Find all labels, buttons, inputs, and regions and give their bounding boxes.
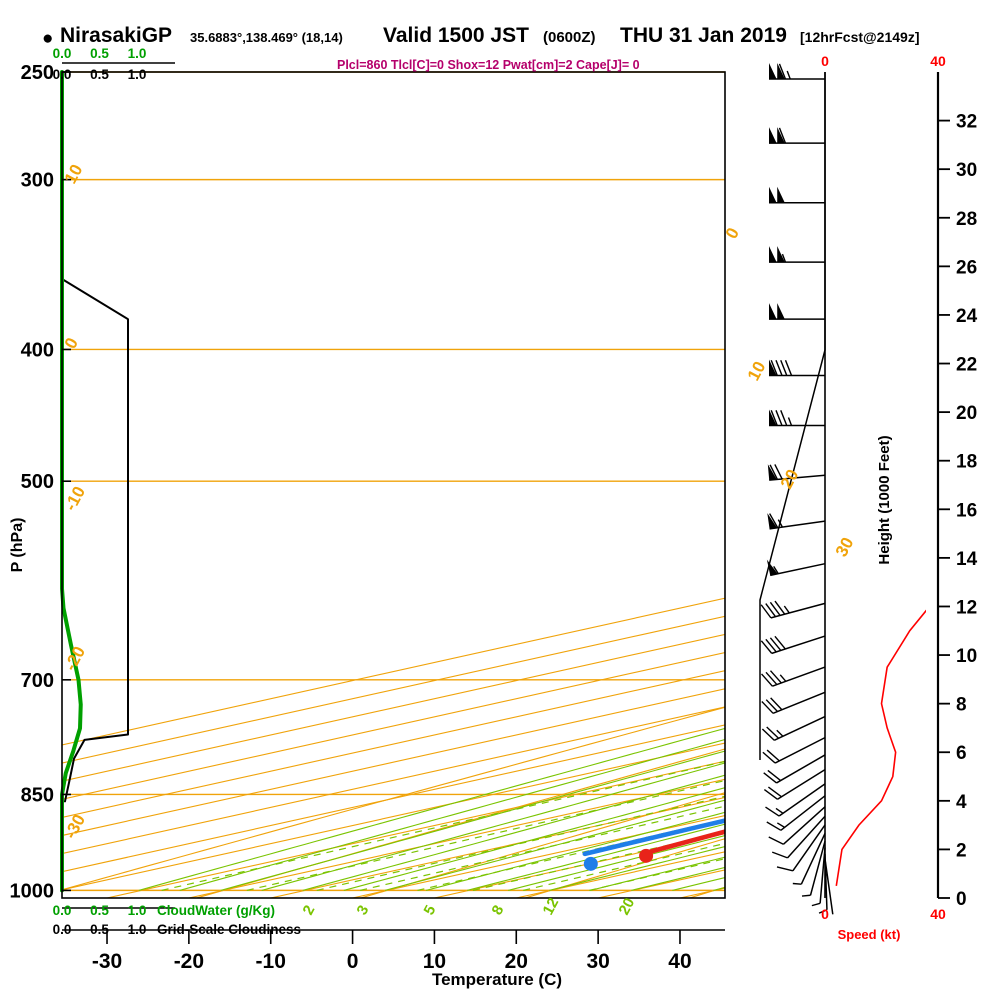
pressure-tick-label: 400 bbox=[21, 339, 54, 361]
height-tick-label: 0 bbox=[956, 889, 967, 910]
valid-time-utc: (0600Z) bbox=[543, 29, 596, 46]
mixing-ratio-label: 3 bbox=[354, 903, 373, 918]
cloudwater-tick-label: 0.0 bbox=[53, 46, 72, 61]
mixing-ratio-label: 20 bbox=[616, 895, 639, 918]
wind-barbs bbox=[760, 63, 834, 915]
speed-ticks: 0040408080120120 bbox=[821, 53, 946, 922]
cloudwater-tick-label: 0.0 bbox=[53, 903, 72, 918]
height-tick-label: 24 bbox=[956, 306, 978, 327]
temperature-tick-label: -20 bbox=[174, 950, 204, 973]
temperature-tick-label: 30 bbox=[586, 950, 609, 973]
temperature-tick-label: 0 bbox=[347, 950, 359, 973]
isotherm-label: -30 bbox=[61, 811, 89, 842]
height-tick-label: 22 bbox=[956, 355, 977, 376]
height-tick-label: 30 bbox=[956, 160, 977, 181]
height-axis-title: Height (1000 Feet) bbox=[876, 435, 893, 564]
plot-frame bbox=[61, 71, 726, 899]
cloudiness-tick-label: 0.5 bbox=[90, 67, 109, 82]
pressure-tick-label: 500 bbox=[21, 471, 54, 493]
cloudwater-tick-label: 0.5 bbox=[90, 46, 109, 61]
forecast-stamp: [12hrFcst@2149z] bbox=[800, 29, 920, 45]
speed-axis-title: Speed (kt) bbox=[838, 927, 901, 942]
speed-tick-label: 0 bbox=[821, 53, 829, 69]
speed-tick-label: 40 bbox=[930, 53, 946, 69]
mixing-ratio-lines bbox=[161, 760, 725, 891]
temperature-tick-label: 10 bbox=[423, 950, 446, 973]
height-tick-label: 8 bbox=[956, 695, 967, 716]
cloudiness-tick-label: 0.0 bbox=[53, 67, 72, 82]
pressure-ticks: 250 300 400 500 700 850 1000 bbox=[10, 62, 71, 902]
temperature-ticks: -30 -20 -10 0 10 20 30 40 bbox=[92, 930, 692, 973]
height-tick-label: 4 bbox=[956, 792, 967, 813]
station-bullet-icon: ● bbox=[42, 28, 54, 49]
speed-tick-label: 40 bbox=[930, 906, 946, 922]
temperature-axis-title: Temperature (C) bbox=[432, 970, 562, 989]
cloudwater-ticks: 0.0 0.0 0.5 0.5 1.0 1.0 bbox=[53, 46, 147, 918]
mixing-ratio-label: 2 bbox=[300, 903, 319, 918]
cloudiness-tick-label: 0.5 bbox=[90, 922, 109, 937]
pressure-tick-label: 1000 bbox=[10, 880, 55, 902]
isotherm-label: 20 bbox=[777, 466, 803, 492]
height-tick-label: 28 bbox=[956, 209, 977, 230]
cloudwater-tick-label: 1.0 bbox=[128, 903, 147, 918]
temperature-curve bbox=[639, 829, 725, 863]
isotherm-lines bbox=[62, 597, 725, 898]
cloudwater-tick-label: 1.0 bbox=[128, 46, 147, 61]
valid-date: THU 31 Jan 2019 bbox=[620, 24, 787, 47]
height-tick-label: 6 bbox=[956, 743, 967, 764]
isobar-lines bbox=[62, 71, 725, 892]
pressure-tick-label: 700 bbox=[21, 670, 54, 692]
height-tick-label: 32 bbox=[956, 112, 977, 133]
temperature-tick-label: -30 bbox=[92, 950, 122, 973]
height-tick-label: 20 bbox=[956, 403, 977, 424]
height-tick-label: 16 bbox=[956, 500, 977, 521]
cloudiness-ticks: 0.0 0.0 0.5 0.5 1.0 1.0 bbox=[53, 67, 147, 937]
stability-parameters: Plcl=860 Tlcl[C]=0 Shox=12 Pwat[cm]=2 Ca… bbox=[337, 58, 640, 72]
cloudwater-tick-label: 0.5 bbox=[90, 903, 109, 918]
cloudiness-tick-label: 1.0 bbox=[128, 67, 147, 82]
height-tick-label: 14 bbox=[956, 549, 978, 570]
mixing-ratio-label: 5 bbox=[421, 903, 440, 918]
temperature-tick-label: 40 bbox=[668, 950, 691, 973]
station-coords: 35.6883°,138.469° (18,14) bbox=[190, 30, 343, 45]
pressure-tick-label: 850 bbox=[21, 784, 54, 806]
height-tick-label: 26 bbox=[956, 257, 977, 278]
cloudiness-axis-title: Grid-Scale Cloudiness bbox=[157, 922, 301, 937]
isotherm-label: -20 bbox=[61, 643, 89, 674]
height-tick-label: 10 bbox=[956, 646, 977, 667]
cloudiness-tick-label: 1.0 bbox=[128, 922, 147, 937]
cloudiness-tick-label: 0.0 bbox=[53, 922, 72, 937]
isotherm-label: -10 bbox=[61, 483, 89, 514]
dry-adiabat-lines bbox=[62, 706, 725, 898]
speed-tick-label: 0 bbox=[821, 906, 829, 922]
isotherm-label: 30 bbox=[832, 534, 858, 560]
pressure-tick-label: 250 bbox=[21, 62, 54, 84]
pressure-axis-title: P (hPa) bbox=[9, 518, 26, 573]
height-tick-label: 18 bbox=[956, 452, 977, 473]
isotherm-label: 10 bbox=[61, 161, 87, 187]
temperature-tick-label: 20 bbox=[505, 950, 528, 973]
dewpoint-curve bbox=[582, 818, 725, 871]
cloudiness-curve bbox=[61, 278, 129, 803]
height-tick-label: 2 bbox=[956, 840, 967, 861]
height-tick-label: 12 bbox=[956, 597, 977, 618]
station-name: NirasakiGP bbox=[60, 24, 173, 47]
mixing-ratio-label: 8 bbox=[489, 903, 508, 918]
pressure-tick-label: 300 bbox=[21, 170, 54, 192]
temperature-tick-label: -10 bbox=[256, 950, 286, 973]
mixing-ratio-label: 12 bbox=[540, 895, 563, 918]
isotherm-label: 10 bbox=[744, 358, 770, 384]
valid-time: Valid 1500 JST bbox=[383, 24, 529, 47]
cloudwater-axis-title: CloudWater (g/Kg) bbox=[157, 903, 275, 918]
